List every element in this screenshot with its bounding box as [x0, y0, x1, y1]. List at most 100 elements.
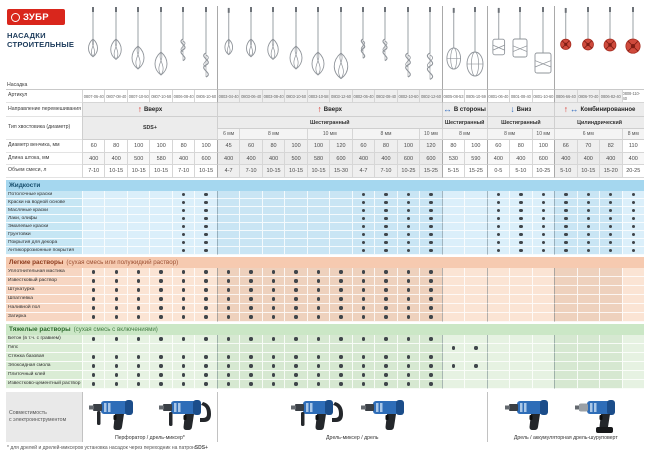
compatibility-cell	[576, 207, 600, 215]
compatibility-cell	[576, 268, 600, 277]
compatibility-cell	[239, 239, 262, 247]
compatibility-cell	[329, 295, 352, 304]
compatibility-cell	[374, 362, 397, 371]
compatibility-cell	[239, 247, 262, 255]
compatibility-dot-icon	[406, 364, 411, 368]
compatibility-cell	[464, 371, 487, 380]
article-cell: 0807-10-58	[149, 90, 172, 103]
diameter-cell: 80	[261, 140, 285, 153]
compatibility-cell	[194, 207, 217, 215]
compatibility-cell	[194, 191, 217, 199]
compatibility-dot-icon	[92, 270, 96, 274]
mixer-attachment-icon	[82, 6, 105, 90]
compatibility-cell	[509, 344, 532, 353]
compatibility-cell	[374, 223, 397, 231]
compatibility-cell	[554, 239, 577, 247]
compatibility-dot-icon	[384, 224, 388, 229]
compatibility-cell	[396, 199, 420, 207]
diameter-cell: 100	[396, 140, 420, 153]
compatibility-cell	[486, 313, 510, 322]
compatibility-dot-icon	[541, 248, 546, 253]
compatibility-cell	[509, 371, 532, 380]
compatibility-cell	[126, 191, 150, 199]
compatibility-dot-icon	[586, 224, 590, 229]
compatibility-cell	[531, 207, 555, 215]
compatibility-cell	[576, 313, 600, 322]
diameter-cell: 100	[149, 140, 172, 153]
compatibility-cell	[306, 362, 330, 371]
compatibility-dot-icon	[294, 297, 298, 301]
compatibility-cell	[374, 199, 397, 207]
compatibility-dot-icon	[92, 373, 96, 377]
article-cell: 0803-08-40	[261, 90, 285, 103]
compatibility-dot-icon	[586, 192, 590, 197]
compatibility-cell	[351, 353, 375, 362]
compatibility-cell	[464, 239, 487, 247]
compatibility-dot-icon	[564, 216, 568, 221]
length-cell: 600	[396, 153, 420, 165]
compatibility-cell	[621, 268, 644, 277]
compatibility-cell	[261, 215, 285, 223]
compatibility-dot-icon	[564, 208, 568, 213]
compatibility-cell	[441, 353, 465, 362]
compatibility-dot-icon	[361, 315, 366, 319]
volume-cell: 4-7	[351, 165, 375, 178]
compatibility-cell	[464, 191, 487, 199]
compatibility-cell	[351, 239, 375, 247]
compatibility-cell	[149, 362, 172, 371]
row-label-article: Артикул	[6, 90, 82, 103]
compatibility-cell	[306, 231, 330, 239]
compatibility-cell	[284, 353, 307, 362]
compatibility-dot-icon	[114, 373, 118, 377]
compatibility-dot-icon	[159, 337, 163, 341]
compatibility-dot-icon	[631, 200, 635, 205]
compatibility-dot-icon	[429, 240, 433, 245]
compatibility-dot-icon	[406, 248, 411, 253]
compatibility-cell	[621, 199, 644, 207]
compatibility-cell	[126, 231, 150, 239]
compatibility-cell	[149, 344, 172, 353]
compatibility-dot-icon	[159, 270, 163, 274]
volume-cell: 10-15	[306, 165, 330, 178]
compatibility-cell	[374, 295, 397, 304]
compatibility-cell	[284, 268, 307, 277]
section-header-liq: Жидкости	[6, 180, 644, 191]
compatibility-dot-icon	[631, 248, 635, 253]
compatibility-dot-icon	[181, 216, 186, 221]
compatibility-dot-icon	[92, 315, 96, 319]
compatibility-cell	[261, 295, 285, 304]
compatibility-cell	[599, 353, 622, 362]
compatibility-cell	[441, 223, 465, 231]
length-cell: 400	[239, 153, 262, 165]
compatibility-cell	[554, 313, 577, 322]
article-cell: 0801-08-40	[509, 90, 532, 103]
compatibility-dot-icon	[316, 270, 321, 274]
compatibility-cell	[441, 191, 465, 199]
compatibility-cell	[576, 231, 600, 239]
compatibility-dot-icon	[181, 192, 186, 197]
diameter-cell: 82	[599, 140, 622, 153]
compatibility-dot-icon	[181, 355, 186, 359]
compatibility-dot-icon	[406, 382, 411, 386]
compatibility-cell	[419, 344, 442, 353]
volume-cell: 15-20	[599, 165, 622, 178]
arrow-sideways-icon: ↔	[569, 104, 579, 115]
compatibility-cell	[374, 231, 397, 239]
compatibility-dot-icon	[159, 315, 163, 319]
compatibility-cell	[239, 380, 262, 389]
compatibility-cell	[599, 247, 622, 255]
compatibility-cell	[441, 215, 465, 223]
compatibility-dot-icon	[384, 355, 388, 359]
compatibility-cell	[396, 313, 420, 322]
compatibility-dot-icon	[361, 224, 366, 229]
compatibility-dot-icon	[339, 270, 343, 274]
compatibility-cell	[329, 353, 352, 362]
compatibility-dot-icon	[564, 240, 568, 245]
compatibility-cell	[216, 313, 240, 322]
compatibility-cell	[621, 239, 644, 247]
compatibility-cell	[82, 247, 105, 255]
compatibility-dot-icon	[496, 208, 501, 213]
compatibility-cell	[464, 247, 487, 255]
compatibility-cell	[261, 199, 285, 207]
compatibility-dot-icon	[204, 200, 208, 205]
